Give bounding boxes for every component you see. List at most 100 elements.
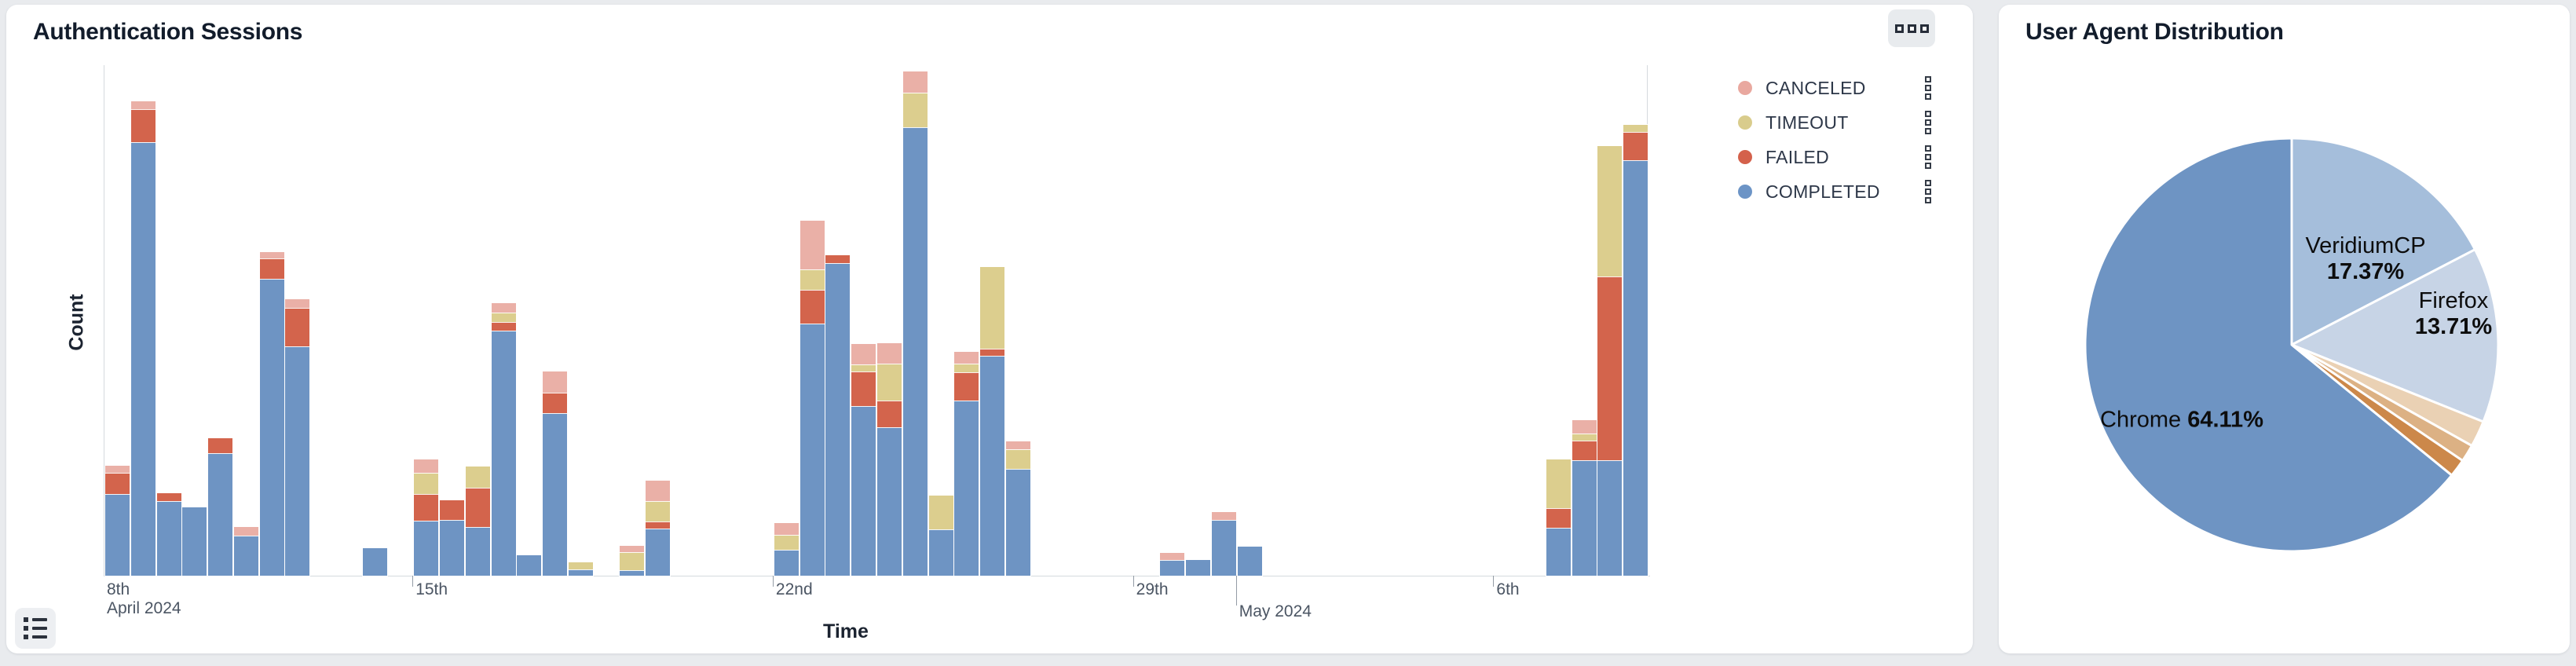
stacked-bar[interactable] (773, 522, 800, 576)
legend-item-canceled[interactable]: CANCELED (1738, 71, 1934, 105)
bar-segment-canceled (104, 465, 130, 474)
stacked-bar[interactable] (979, 266, 1006, 576)
bar-segment-timeout (490, 312, 517, 323)
stacked-bar[interactable] (1210, 511, 1237, 576)
x-tick-label: 22nd (775, 580, 813, 598)
stacked-bar[interactable] (799, 220, 825, 576)
stacked-bar[interactable] (1623, 124, 1649, 576)
auth-sessions-title: Authentication Sessions (33, 19, 303, 45)
stacked-bar[interactable] (876, 342, 902, 576)
bar-segment-completed (490, 330, 517, 576)
stacked-bar[interactable] (825, 254, 851, 576)
bar-segment-failed (413, 493, 440, 521)
stacked-bar[interactable] (207, 437, 234, 576)
bar-segment-failed (825, 254, 851, 264)
stacked-bar[interactable] (645, 480, 671, 576)
stacked-bar[interactable] (1185, 559, 1212, 576)
stacked-bar[interactable] (284, 298, 311, 576)
bar-segment-completed (567, 569, 594, 576)
bar-segment-completed (1210, 519, 1237, 576)
stacked-bar[interactable] (438, 500, 465, 576)
bar-segment-canceled (542, 371, 569, 393)
bar-segment-failed (130, 108, 156, 143)
bar-segment-failed (258, 258, 285, 280)
stacked-bar[interactable] (361, 547, 388, 576)
bar-segment-canceled (902, 71, 928, 93)
bar-segment-completed (1597, 459, 1623, 576)
bar-segment-failed (799, 289, 825, 324)
legend-color-dot (1738, 185, 1752, 199)
square-icon (1919, 24, 1929, 33)
bar-segment-completed (542, 412, 569, 576)
bar-segment-completed (953, 400, 980, 576)
drag-handle-squares-icon[interactable] (1925, 76, 1931, 100)
bar-segment-canceled (1210, 511, 1237, 521)
legend-item-completed[interactable]: COMPLETED (1738, 174, 1934, 209)
legend-item-failed[interactable]: FAILED (1738, 140, 1934, 174)
stacked-bar[interactable] (1571, 419, 1597, 576)
panel-options-button[interactable] (1888, 9, 1935, 47)
bar-segment-timeout (1545, 459, 1572, 509)
stacked-bar[interactable] (1597, 145, 1623, 576)
stacked-bar[interactable] (181, 507, 208, 576)
bar-segment-completed (928, 529, 954, 576)
stacked-bar[interactable] (928, 495, 954, 576)
bar-segment-failed (438, 500, 465, 521)
pie-slice-chrome[interactable] (2084, 137, 2453, 553)
stacked-bar[interactable] (104, 465, 130, 576)
drag-handle-squares-icon[interactable] (1925, 111, 1931, 134)
legend-toggle-button[interactable] (15, 608, 56, 649)
bar-segment-completed (232, 535, 259, 576)
stacked-bar[interactable] (567, 562, 594, 576)
bar-segment-completed (207, 452, 234, 576)
bar-segment-completed (851, 405, 877, 576)
bar-segment-timeout (1623, 124, 1649, 133)
bar-segment-canceled (799, 220, 825, 270)
bar-segment-canceled (1571, 419, 1597, 434)
bar-segment-failed (156, 492, 182, 502)
stacked-bar[interactable] (1004, 441, 1031, 576)
pie-slice-firefox[interactable] (2290, 248, 2500, 423)
x-tick-mark (412, 576, 414, 587)
stacked-bar[interactable] (516, 554, 543, 576)
bar-segment-failed (876, 400, 902, 428)
legend-label: TIMEOUT (1766, 112, 1849, 133)
stacked-bar[interactable] (851, 343, 877, 576)
stacked-bar[interactable] (490, 302, 517, 576)
pie-slice-veridiumcp[interactable] (2290, 137, 2476, 346)
bar-segment-canceled (130, 101, 156, 110)
drag-handle-squares-icon[interactable] (1925, 180, 1931, 203)
square-icon (1907, 24, 1916, 33)
stacked-bar[interactable] (1236, 546, 1263, 576)
stacked-bar[interactable] (464, 466, 491, 576)
stacked-bar[interactable] (232, 526, 259, 576)
x-axis-title: Time (823, 620, 869, 642)
x-tick-mark (772, 576, 774, 587)
bar-segment-timeout (645, 500, 671, 522)
stacked-bar[interactable] (542, 371, 569, 576)
legend: CANCELED TIMEOUT FAILED COMPLETED (1738, 71, 1934, 209)
stacked-bar[interactable] (619, 545, 646, 576)
stacked-bar[interactable] (130, 101, 156, 576)
stacked-bar[interactable] (1545, 459, 1572, 576)
bar-segment-canceled (619, 545, 646, 553)
bar-segment-completed (902, 126, 928, 576)
bar-segment-completed (825, 262, 851, 576)
bar-segment-completed (1571, 459, 1597, 576)
bar-segment-canceled (490, 302, 517, 313)
square-icon (1894, 24, 1904, 33)
legend-color-dot (1738, 81, 1752, 95)
stacked-bar[interactable] (156, 492, 182, 576)
stacked-bar[interactable] (258, 251, 285, 576)
stacked-bar[interactable] (1159, 552, 1186, 576)
stacked-bar[interactable] (902, 71, 928, 576)
drag-handle-squares-icon[interactable] (1925, 145, 1931, 169)
legend-item-timeout[interactable]: TIMEOUT (1738, 105, 1934, 140)
bar-segment-failed (207, 437, 234, 454)
bar-segment-timeout (1597, 145, 1623, 277)
bar-segment-failed (284, 307, 311, 347)
stacked-bar[interactable] (953, 351, 980, 576)
stacked-bar[interactable] (413, 459, 440, 576)
bar-segment-failed (979, 348, 1006, 357)
bar-segment-canceled (773, 522, 800, 536)
